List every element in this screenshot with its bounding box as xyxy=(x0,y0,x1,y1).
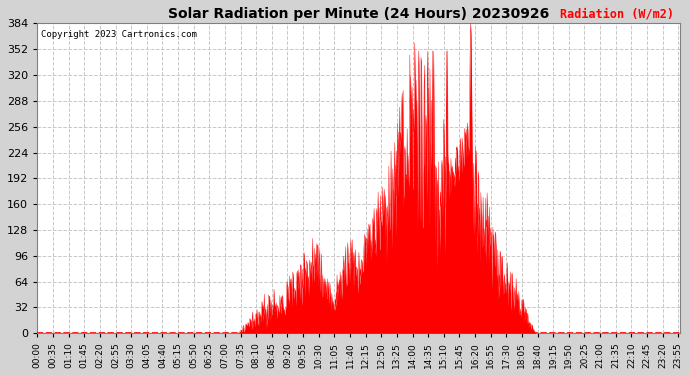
Title: Solar Radiation per Minute (24 Hours) 20230926: Solar Radiation per Minute (24 Hours) 20… xyxy=(168,7,549,21)
Text: Copyright 2023 Cartronics.com: Copyright 2023 Cartronics.com xyxy=(41,30,197,39)
Text: Radiation (W/m2): Radiation (W/m2) xyxy=(560,8,673,20)
